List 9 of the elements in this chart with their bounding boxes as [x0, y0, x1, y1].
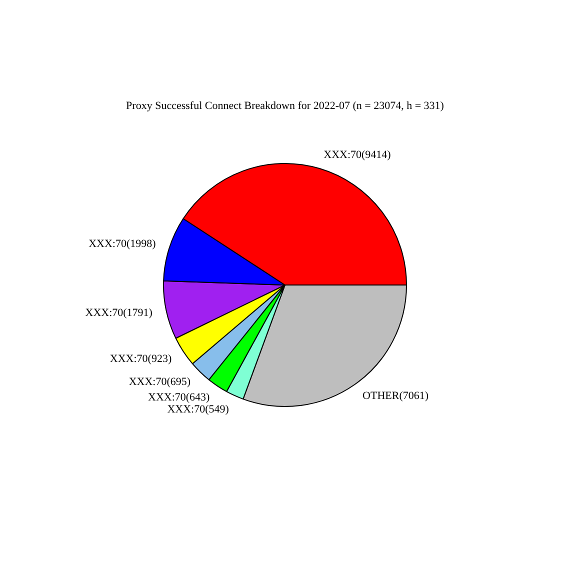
slice-label: XXX:70(549)	[167, 404, 230, 416]
slice-label: XXX:70(923)	[110, 353, 172, 366]
slice-label: XXX:70(9414)	[324, 149, 392, 162]
slice-label: XXX:70(643)	[148, 392, 210, 404]
slice-label: XXX:70(1998)	[88, 238, 156, 250]
slice-label: XXX:70(695)	[128, 376, 191, 388]
slice-label: OTHER(7061)	[362, 390, 429, 402]
slice-label: XXX:70(1791)	[85, 307, 153, 320]
chart-title: Proxy Successful Connect Breakdown for 2022-07 (n = 23074, h = 331)	[126, 100, 444, 112]
